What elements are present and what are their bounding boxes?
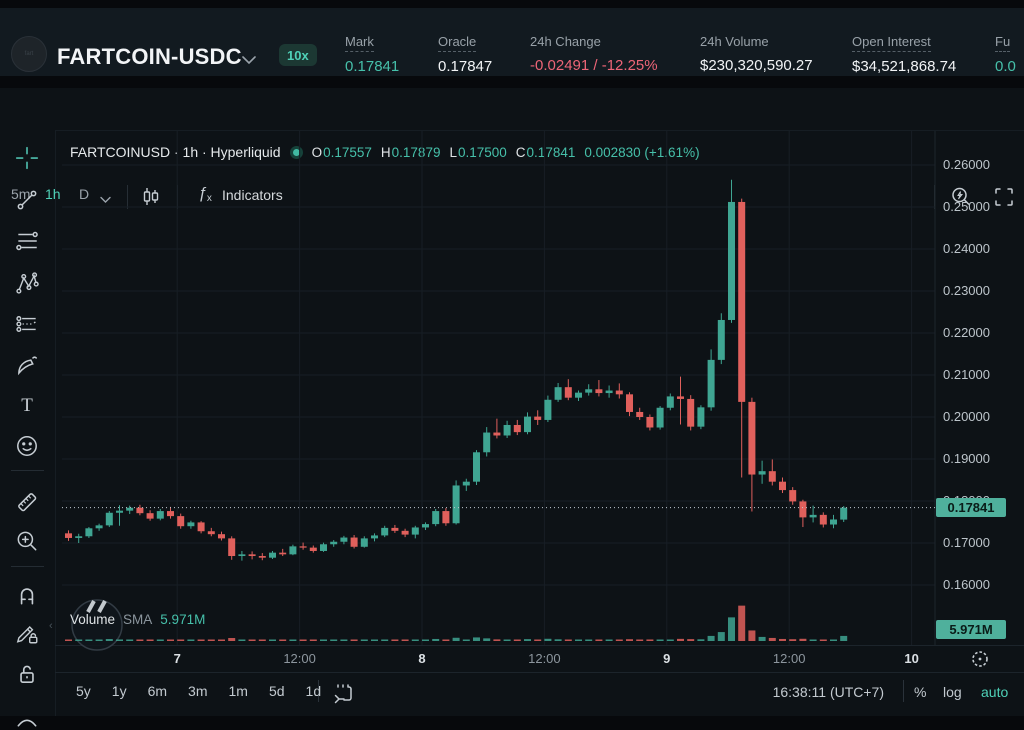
volume-indicator-legend[interactable]: Volume SMA 5.971M (70, 612, 206, 627)
zoom-in-tool-icon[interactable] (13, 527, 41, 555)
price-tick-label: 0.26000 (943, 157, 990, 172)
magnet-tool-icon[interactable] (13, 581, 41, 609)
coin-logo: fart (11, 36, 47, 72)
fib-retracement-tool-icon[interactable] (13, 227, 41, 255)
range-5d[interactable]: 5d (268, 683, 285, 699)
price-tick-label: 0.22000 (943, 325, 990, 340)
symbol-title[interactable]: FARTCOIN-USDC (57, 44, 242, 69)
interval-5m[interactable]: 5m (11, 186, 31, 202)
range-1y[interactable]: 1y (111, 683, 127, 699)
crosshair-tool-icon[interactable] (13, 144, 41, 172)
price-tick-label: 0.25000 (943, 199, 990, 214)
eye-visibility-icon[interactable] (13, 702, 41, 730)
price-tick-label: 0.23000 (943, 283, 990, 298)
emoji-tool-icon[interactable] (13, 432, 41, 460)
time-tick-label: 12:00 (283, 651, 316, 666)
goto-date-icon[interactable] (332, 682, 354, 709)
auto-scale-button[interactable]: auto (981, 684, 1009, 700)
range-6m[interactable]: 6m (147, 683, 168, 699)
chart-legend: FARTCOINUSD · 1h · Hyperliquid O 0.17557 … (70, 144, 700, 160)
time-tick-label: 8 (418, 651, 426, 666)
indicators-button[interactable]: Indicators (222, 187, 283, 203)
price-tick-label: 0.19000 (943, 451, 990, 466)
log-scale-button[interactable]: log (943, 684, 962, 700)
ruler-tool-icon[interactable] (13, 488, 41, 516)
leverage-badge[interactable]: 10x (279, 44, 317, 66)
toolbar-collapse-icon[interactable]: ‹ (49, 620, 53, 632)
price-tick-label: 0.17000 (943, 535, 990, 550)
range-1d[interactable]: 1d (305, 683, 322, 699)
legend-change: 0.002830 (+1.61%) (584, 144, 700, 160)
chevron-down-icon[interactable] (241, 52, 257, 70)
range-3m[interactable]: 3m (188, 683, 208, 699)
clock-timezone[interactable]: 16:38:11 (UTC+7) (772, 684, 884, 700)
search-zoom-icon[interactable] (949, 185, 973, 214)
projection-tool-icon[interactable] (13, 310, 41, 338)
stat-24h-volume: 24h Volume $230,320,590.27 (700, 34, 813, 74)
price-tick-label: 0.24000 (943, 241, 990, 256)
xabcd-pattern-tool-icon[interactable] (13, 269, 41, 297)
time-tick-label: 12:00 (528, 651, 561, 666)
price-tick-label: 0.20000 (943, 409, 990, 424)
price-tick-label: 0.16000 (943, 577, 990, 592)
candle-style-icon[interactable] (139, 185, 163, 214)
stat-24h-change: 24h Change -0.02491 / -12.25% (530, 34, 658, 74)
range-buttons: 5y 1y 6m 3m 1m 5d 1d (70, 681, 327, 701)
range-5y[interactable]: 5y (76, 683, 91, 699)
axis-settings-icon[interactable] (969, 648, 991, 675)
price-tick-label: 0.21000 (943, 367, 990, 382)
time-tick-label: 10 (904, 651, 919, 666)
range-1m[interactable]: 1m (228, 683, 248, 699)
stat-open-interest[interactable]: Open Interest $34,521,868.74 (852, 34, 957, 75)
percent-scale-button[interactable]: % (914, 684, 927, 700)
chart-toolbar: 5m 1h D ƒx Indicators (0, 88, 1024, 209)
trend-line-tool-icon[interactable] (13, 186, 41, 214)
market-header: fart FARTCOIN-USDC 10x Mark 0.17841 Orac… (0, 8, 1024, 76)
time-tick-label: 12:00 (772, 651, 806, 666)
stat-mark[interactable]: Mark 0.17841 (345, 34, 400, 75)
time-tick-label: 9 (663, 651, 671, 666)
legend-symbol: FARTCOINUSD · 1h · Hyperliquid (70, 144, 281, 160)
current-price-tag: 0.17841 (936, 498, 1006, 517)
chart-panel (0, 88, 1024, 716)
interval-d[interactable]: D (79, 186, 90, 202)
current-volume-tag: 5.971M (936, 620, 1006, 639)
drawing-lock-icon[interactable] (13, 619, 41, 647)
text-tool-icon[interactable]: T (21, 395, 33, 416)
stat-funding[interactable]: Fu 0.0 (995, 34, 1016, 75)
time-tick-label: 7 (173, 651, 181, 666)
interval-1h[interactable]: 1h (45, 186, 61, 202)
interval-chevron-icon[interactable] (99, 191, 112, 209)
fullscreen-icon[interactable] (993, 186, 1015, 213)
brush-tool-icon[interactable] (13, 351, 41, 379)
stat-oracle[interactable]: Oracle 0.17847 (438, 34, 493, 75)
chart-canvas[interactable] (62, 131, 935, 645)
fx-icon[interactable]: ƒx (198, 185, 212, 204)
lock-all-icon[interactable] (13, 660, 41, 688)
